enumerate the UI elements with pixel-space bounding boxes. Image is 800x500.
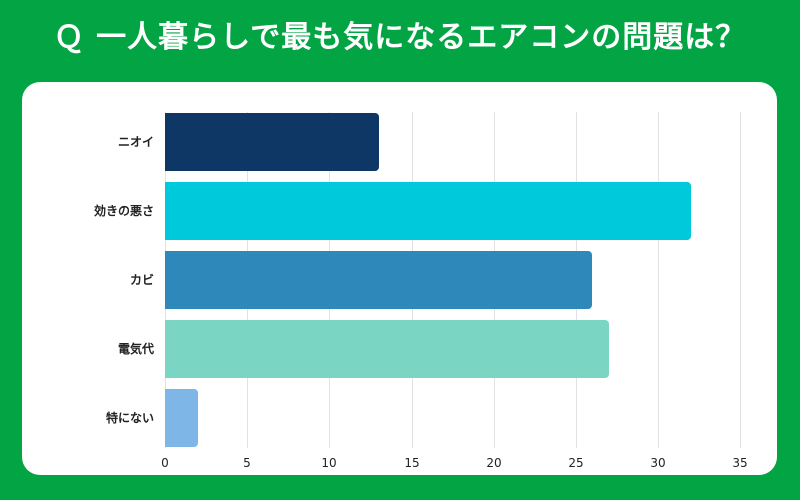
x-tick: 35 xyxy=(732,456,748,470)
chart-title: Ｑ 一人暮らしで最も気になるエアコンの問題は？ xyxy=(53,20,747,55)
bar-niooi xyxy=(165,113,379,171)
bar-tokuninai xyxy=(165,389,198,447)
bar-kabi xyxy=(165,251,593,309)
x-tick: 15 xyxy=(404,456,420,470)
gridline xyxy=(658,112,659,448)
bar-denkidai xyxy=(165,320,609,378)
x-tick: 20 xyxy=(486,456,502,470)
x-tick: 25 xyxy=(568,456,584,470)
category-label: 特にない xyxy=(105,411,154,425)
x-tick: 10 xyxy=(321,456,337,470)
category-label: 効きの悪さ xyxy=(93,204,154,218)
gridline xyxy=(740,112,741,448)
bar-kikinowarusa xyxy=(165,182,691,240)
plot-area xyxy=(165,112,755,448)
category-label: 電気代 xyxy=(117,342,154,356)
x-tick: 5 xyxy=(243,456,251,470)
x-tick: 30 xyxy=(650,456,666,470)
x-tick: 0 xyxy=(161,456,169,470)
category-label: カビ xyxy=(129,273,154,287)
category-label: ニオイ xyxy=(117,135,154,149)
